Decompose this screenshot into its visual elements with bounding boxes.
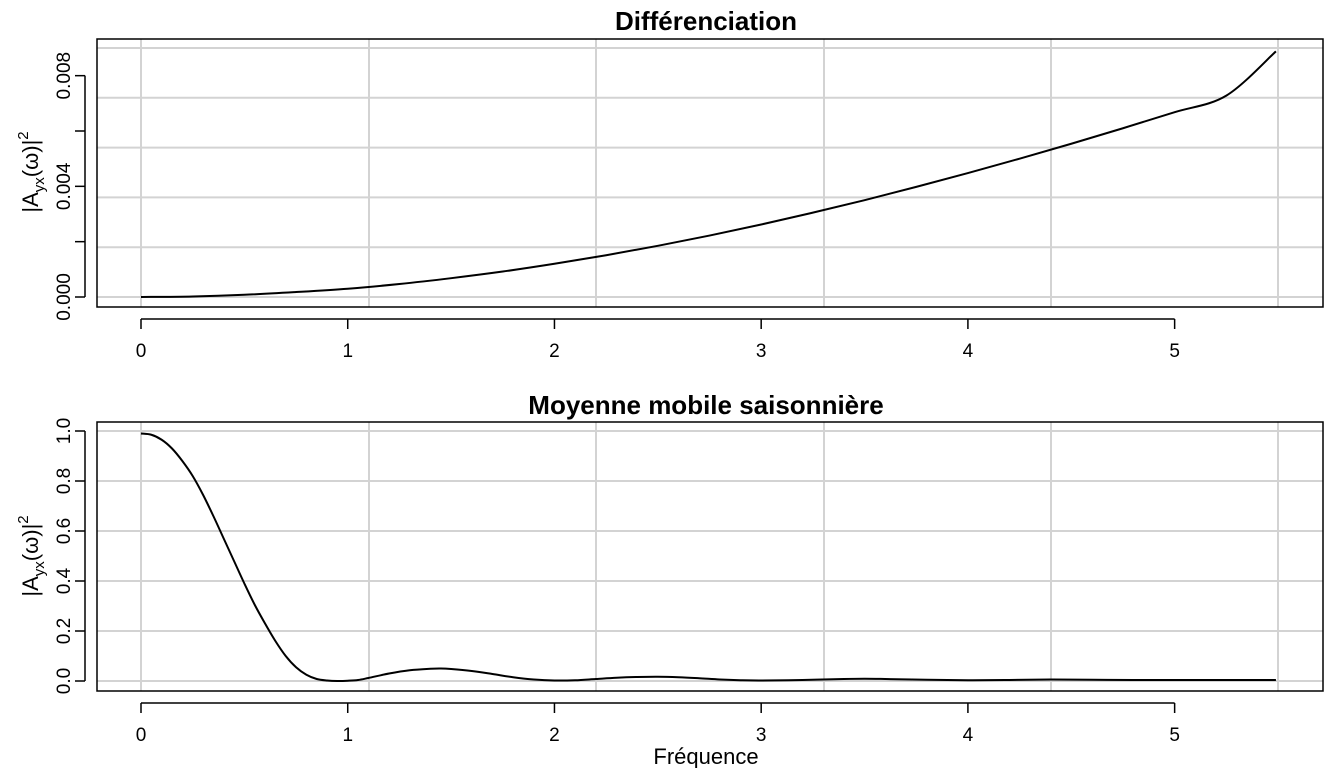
x-tick-label: 2	[549, 725, 560, 746]
x-axis-label: Fréquence	[653, 744, 758, 768]
y-tick-label: 0.0	[54, 668, 75, 694]
series-line	[140, 50, 1277, 298]
y-axis-label: |Ayx(ω)|2	[15, 131, 48, 212]
y-tick-label: 0.4	[54, 567, 75, 594]
chart-title: Moyenne mobile saisonnière	[528, 390, 883, 420]
y-tick-label: 0.008	[54, 52, 75, 100]
y-tick-label: 0.004	[54, 162, 75, 210]
panel-moyenne-mobile: Moyenne mobile saisonnière 0 1 2 3 4 5 0.0 0.2 0.…	[15, 390, 1324, 768]
panel-differenciation: Différenciation 0 1 2 3 4 5 0.000 0.004 0.008 |Ayx…	[15, 6, 1324, 362]
plot-frame	[96, 38, 1324, 308]
x-tick-label: 3	[756, 725, 767, 746]
series-line	[140, 432, 1276, 683]
y-tick-label: 0.6	[54, 518, 75, 544]
x-tick-label: 0	[136, 725, 147, 746]
x-tick-label: 3	[756, 341, 767, 362]
x-tick-label: 2	[549, 341, 560, 362]
x-tick-label: 0	[136, 341, 147, 362]
y-tick-label: 1.0	[54, 418, 75, 444]
x-tick-label: 4	[963, 341, 974, 362]
plot-frame	[96, 421, 1324, 692]
y-tick-label: 0.000	[54, 273, 75, 321]
chart-title: Différenciation	[615, 6, 797, 36]
y-tick-label: 0.8	[54, 468, 75, 494]
y-tick-label: 0.2	[54, 618, 75, 644]
x-tick-label: 1	[342, 725, 353, 746]
x-tick-label: 1	[342, 341, 353, 362]
y-axis-label: |Ayx(ω)|2	[15, 515, 48, 596]
x-tick-label: 5	[1169, 341, 1180, 362]
x-tick-label: 5	[1169, 725, 1180, 746]
x-tick-label: 4	[963, 725, 974, 746]
